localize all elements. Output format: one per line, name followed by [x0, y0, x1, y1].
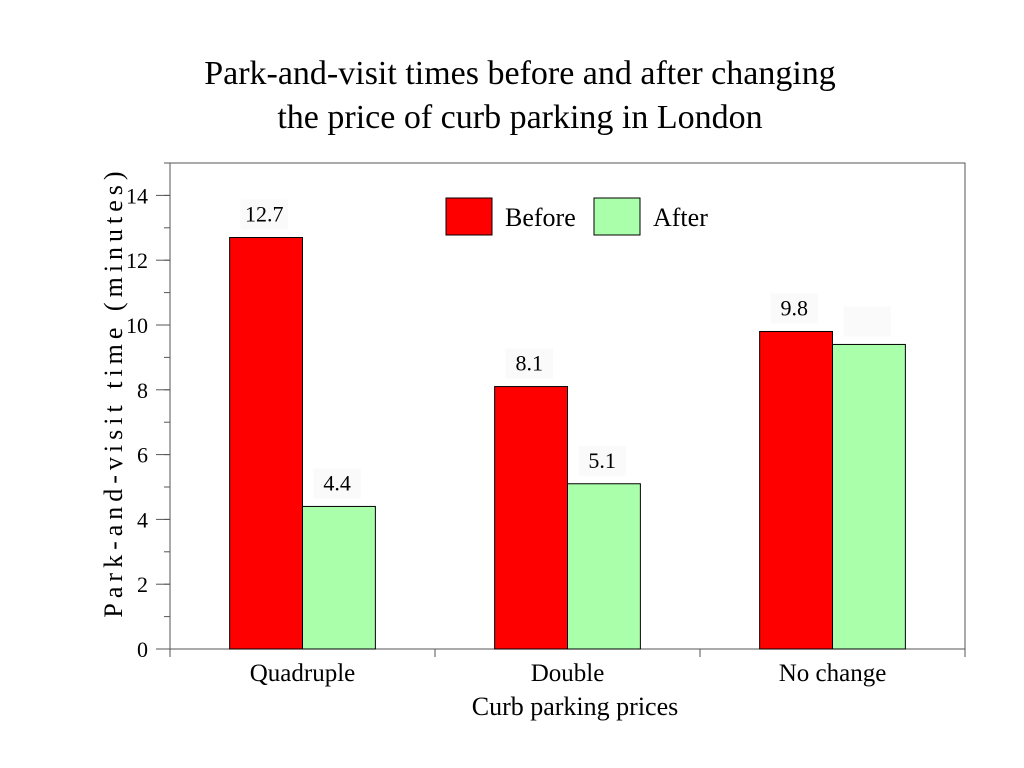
y-tick-label: 6: [137, 443, 148, 468]
x-axis: Quadruple Double No change: [169, 649, 966, 687]
x-tick-label: Quadruple: [250, 660, 356, 687]
legend: Before After: [445, 197, 708, 236]
data-label: 8.1: [515, 351, 543, 376]
chart-title-line-2: the price of curb parking in London: [277, 99, 763, 136]
chart-title-line-1: Park-and-visit times before and after ch…: [204, 55, 836, 92]
bars: [229, 237, 906, 650]
data-label-box: [240, 199, 288, 230]
y-tick-label: 2: [137, 572, 148, 597]
bar-after: [302, 505, 376, 650]
data-label: 9.8: [780, 295, 808, 320]
y-tick-label: 12: [126, 248, 148, 273]
bar-after: [567, 483, 641, 650]
data-label-box: [313, 468, 361, 499]
y-axis-title: Park-and-visit time (minutes): [99, 166, 128, 617]
bar-before: [229, 237, 303, 650]
y-tick-label: 4: [137, 507, 148, 532]
data-label-box: [505, 348, 553, 379]
legend-swatch-before: [445, 197, 493, 236]
data-label-box: [843, 306, 891, 337]
data-label: 12.7: [245, 202, 284, 227]
x-tick-label: Double: [531, 660, 605, 687]
y-tick-label: 0: [137, 637, 148, 662]
legend-label-after: After: [653, 203, 708, 232]
x-axis-title: Curb parking prices: [472, 692, 679, 721]
bar-before: [494, 386, 568, 650]
y-tick-label: 8: [137, 378, 148, 403]
data-label-box: [770, 293, 818, 324]
y-tick-label: 14: [126, 183, 148, 208]
data-label: 5.1: [588, 448, 616, 473]
y-axis: 0 2 4 6 8 10 12 14: [126, 162, 170, 662]
data-label: 4.4: [323, 470, 351, 495]
legend-swatch-after: [593, 197, 641, 236]
data-label-box: [578, 445, 626, 476]
y-tick-label: 10: [126, 313, 148, 338]
data-labels: 12.7 4.4 8.1 5.1 9.8: [240, 199, 891, 499]
chart-title: Park-and-visit times before and after ch…: [100, 52, 940, 140]
bar-after: [832, 343, 906, 650]
legend-label-before: Before: [505, 203, 576, 232]
bar-before: [759, 330, 833, 650]
x-tick-label: No change: [779, 660, 887, 687]
